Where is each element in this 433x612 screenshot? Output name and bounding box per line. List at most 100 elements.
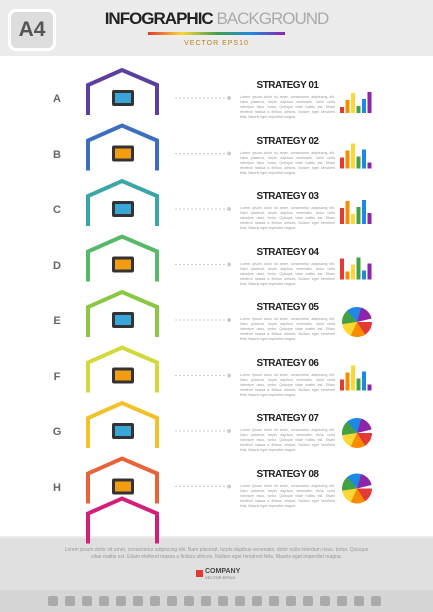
connector-dot <box>227 429 231 433</box>
icon-slice <box>357 474 372 489</box>
icon-bar <box>340 107 344 113</box>
badge: A4 <box>8 9 56 51</box>
footer-icon <box>286 596 296 606</box>
row-letter: A <box>53 93 61 105</box>
connector-dot <box>227 373 231 378</box>
chevron <box>86 456 159 504</box>
footer-icon <box>320 596 330 606</box>
rows <box>86 67 372 544</box>
strategy-icon-screen <box>115 259 131 270</box>
chevron <box>86 345 159 393</box>
icon-bar <box>367 162 372 169</box>
row-letter: C <box>53 204 61 216</box>
icon-bar <box>356 378 361 391</box>
icon-bar <box>0 590 433 612</box>
icon-bar <box>345 201 350 224</box>
chevron <box>86 496 159 544</box>
footer-icon <box>99 596 109 606</box>
footer-icon <box>354 596 364 606</box>
strategy-text: Lorem ipsum dolor sit amet, consectetur … <box>240 206 335 230</box>
strategy-text: Lorem ipsum dolor sit amet, consectetur … <box>240 150 335 175</box>
icon-bar <box>367 263 372 280</box>
icon-bar <box>362 149 366 169</box>
strategy-icon-screen <box>115 370 131 381</box>
icon-bar <box>351 143 355 169</box>
footer-icon <box>269 596 279 606</box>
footer-icon <box>82 596 92 606</box>
icon-bar <box>356 207 361 224</box>
icon-bar <box>362 371 366 391</box>
icon-slice <box>357 322 372 336</box>
footer-icon <box>337 596 347 606</box>
icon-bar <box>367 213 372 224</box>
icon-bar <box>345 271 350 280</box>
chevron <box>86 400 159 448</box>
strategy-title: STRATEGY 06 <box>256 357 319 369</box>
footer-icon <box>252 596 262 606</box>
icon-bar <box>340 157 344 169</box>
icon-bar <box>351 93 355 113</box>
icon-slice <box>350 488 366 504</box>
strategy-icon-screen <box>115 93 131 103</box>
row-letter: G <box>52 426 62 438</box>
company: COMPANY <box>205 568 241 575</box>
row-letter: E <box>53 315 61 327</box>
chevron <box>86 67 159 115</box>
icon-bar <box>356 257 361 280</box>
icon-slice <box>357 488 372 502</box>
icon-bar <box>351 365 355 391</box>
strategy-text: Lorem ipsum dolor sit amet, consectetur … <box>240 428 335 452</box>
strategy-icon-screen <box>115 204 131 214</box>
icon-bar <box>345 372 350 391</box>
footer-icon <box>371 596 381 606</box>
footer-icon <box>184 596 194 606</box>
icon-slice <box>342 488 357 503</box>
icon-slice <box>350 433 366 448</box>
icon-slice <box>357 307 372 322</box>
icon-bar <box>362 270 366 280</box>
strategy-title: STRATEGY 08 <box>256 468 319 480</box>
strategy-text: Lorem ipsum dolor sit amet, consectetur … <box>240 483 335 508</box>
icon-bar <box>356 106 361 113</box>
strategy-text: Lorem ipsum dolor sit amet, consectetur … <box>240 372 335 397</box>
strategy-text: Lorem ipsum dolor sit amet, consectetur … <box>240 317 335 341</box>
icon-bar <box>351 214 355 224</box>
title-accent: BACKGROUND <box>216 9 329 28</box>
footer-icon <box>303 596 313 606</box>
strategy-icon-screen <box>115 426 131 436</box>
subtitle: VECTOR EPS10 <box>184 40 249 47</box>
footer-icon <box>65 596 75 606</box>
icon-bar <box>367 384 372 391</box>
chevron <box>86 289 159 337</box>
icon-bar <box>340 258 344 280</box>
strategy-text: Lorem ipsum dolor sit amet, consectetur … <box>240 95 335 119</box>
connector-dot <box>227 96 231 100</box>
icon-slice <box>342 310 357 325</box>
strategy-title: STRATEGY 01 <box>256 80 319 91</box>
header-title: INFOGRAPHIC BACKGROUND <box>0 9 433 29</box>
footer-icon <box>133 596 143 606</box>
footer-text: Lorem ipsum dolor sit amet, consectetur … <box>64 547 369 560</box>
icon-slice <box>342 433 357 447</box>
icon-slice <box>357 433 372 447</box>
chevron <box>86 234 159 282</box>
strategy-title: STRATEGY 02 <box>256 135 319 147</box>
strategy-icon-screen <box>115 148 131 159</box>
strategy-icon-screen <box>115 481 131 492</box>
footer-icon <box>201 596 211 606</box>
rainbow-bar <box>148 32 285 35</box>
icon-bar <box>345 150 350 169</box>
strategy-title: STRATEGY 04 <box>256 246 319 258</box>
company-sub: VECTOR EPS10 <box>205 575 236 580</box>
footer <box>0 538 433 590</box>
connector-dot <box>227 151 231 156</box>
title: INFOGRAPHIC <box>104 9 214 28</box>
icon-bar <box>340 379 344 391</box>
strategy-icon-screen <box>115 315 131 325</box>
footer-icon <box>116 596 126 606</box>
strategy-text: Lorem ipsum dolor sit amet, consectetur … <box>240 261 335 286</box>
footer-icons <box>48 596 381 606</box>
chevron <box>86 123 159 171</box>
